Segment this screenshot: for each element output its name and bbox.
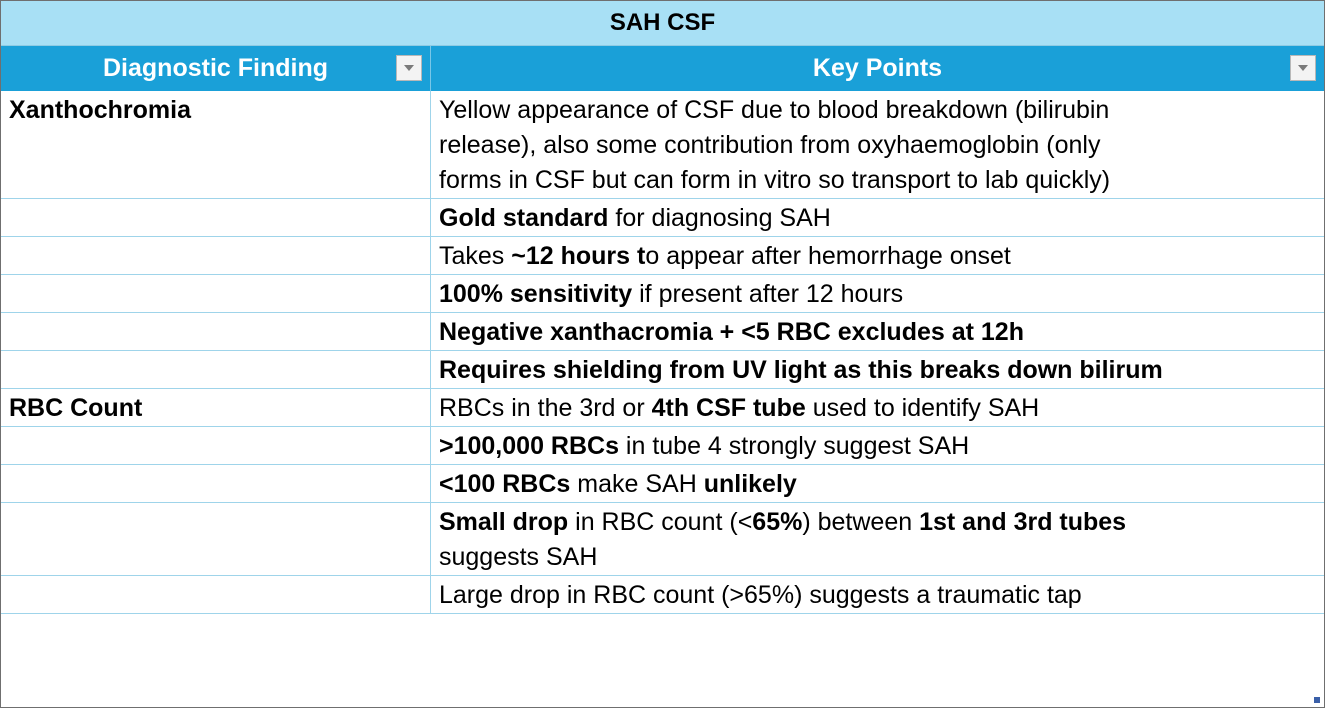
cell-diagnostic-finding[interactable]	[1, 237, 431, 274]
header-diagnostic-finding[interactable]: Diagnostic Finding	[1, 46, 431, 91]
text: in RBC count (<	[568, 508, 753, 536]
cell-diagnostic-finding[interactable]: RBC Count	[1, 389, 431, 426]
cell-diagnostic-finding[interactable]	[1, 503, 431, 575]
chevron-down-icon	[404, 65, 414, 71]
text: make SAH	[570, 470, 704, 498]
header-row: Diagnostic Finding Key Points	[1, 46, 1324, 91]
table-row: 100% sensitivity if present after 12 hou…	[1, 275, 1324, 313]
table-title[interactable]: SAH CSF	[1, 1, 1324, 46]
cell-diagnostic-finding[interactable]	[1, 313, 431, 350]
cell-key-points[interactable]: Takes ~12 hours to appear after hemorrha…	[431, 237, 1324, 274]
bold-text: unlikely	[703, 470, 797, 498]
text: if present after 12 hours	[632, 280, 904, 308]
cell-diagnostic-finding[interactable]	[1, 465, 431, 502]
table-row: Requires shielding from UV light as this…	[1, 351, 1324, 389]
cell-key-points[interactable]: Yellow appearance of CSF due to blood br…	[431, 91, 1324, 198]
cell-key-points[interactable]: Negative xanthacromia + <5 RBC excludes …	[431, 313, 1324, 350]
table-row: Large drop in RBC count (>65%) suggests …	[1, 576, 1324, 614]
bold-text: >100,000 RBCs	[439, 432, 619, 460]
cell-key-points[interactable]: RBCs in the 3rd or 4th CSF tube used to …	[431, 389, 1324, 426]
cell-diagnostic-finding[interactable]	[1, 199, 431, 236]
cell-text-line: Requires shielding from UV light as this…	[439, 353, 1316, 388]
bold-text: 1st and 3rd tubes	[919, 508, 1127, 536]
text: for diagnosing SAH	[608, 204, 831, 232]
cell-text-line: release), also some contribution from ox…	[439, 128, 1316, 163]
text: RBCs in the 3rd or	[439, 394, 652, 422]
cell-text-line: <100 RBCs make SAH unlikely	[439, 467, 1316, 502]
cell-key-points[interactable]: Small drop in RBC count (<65%) between 1…	[431, 503, 1324, 575]
text: Takes	[439, 242, 512, 270]
table-row: <100 RBCs make SAH unlikely	[1, 465, 1324, 503]
text: used to identify SAH	[805, 394, 1040, 422]
cell-text-line: Gold standard for diagnosing SAH	[439, 201, 1316, 236]
cell-text-line: forms in CSF but can form in vitro so tr…	[439, 163, 1316, 198]
table-row: RBC Count RBCs in the 3rd or 4th CSF tube…	[1, 389, 1324, 427]
bold-text: <100 RBCs	[439, 470, 571, 498]
bold-text: Negative xanthacromia + <5 RBC excludes …	[439, 318, 1024, 346]
table-resize-handle[interactable]	[1314, 697, 1320, 703]
cell-diagnostic-finding[interactable]: Xanthochromia	[1, 91, 431, 198]
table-row: Xanthochromia Yellow appearance of CSF du…	[1, 91, 1324, 199]
table-body: Xanthochromia Yellow appearance of CSF du…	[1, 91, 1324, 614]
cell-key-points[interactable]: >100,000 RBCs in tube 4 strongly suggest…	[431, 427, 1324, 464]
cell-key-points[interactable]: 100% sensitivity if present after 12 hou…	[431, 275, 1324, 312]
table-row: Negative xanthacromia + <5 RBC excludes …	[1, 313, 1324, 351]
bold-text: Small drop	[439, 508, 569, 536]
cell-key-points[interactable]: Gold standard for diagnosing SAH	[431, 199, 1324, 236]
cell-diagnostic-finding[interactable]	[1, 275, 431, 312]
bold-text: Gold standard	[439, 204, 609, 232]
bold-text: Requires shielding from UV light as this…	[439, 356, 1163, 384]
text: release), also some contribution from ox…	[439, 131, 1101, 159]
text: Yellow appearance of CSF due to blood br…	[439, 96, 1110, 124]
text: ) between	[802, 508, 920, 536]
text: o appear after hemorrhage onset	[645, 242, 1011, 270]
table-row: >100,000 RBCs in tube 4 strongly suggest…	[1, 427, 1324, 465]
cell-diagnostic-finding[interactable]	[1, 351, 431, 388]
bold-text: 4th CSF tube	[651, 394, 806, 422]
cell-text-line: Negative xanthacromia + <5 RBC excludes …	[439, 315, 1316, 350]
cell-text-line: 100% sensitivity if present after 12 hou…	[439, 277, 1316, 312]
header-label: Diagnostic Finding	[103, 54, 328, 82]
bold-text: 100% sensitivity	[439, 280, 633, 308]
header-label: Key Points	[812, 54, 943, 82]
cell-text-line: Takes ~12 hours to appear after hemorrha…	[439, 239, 1316, 274]
cell-key-points[interactable]: Large drop in RBC count (>65%) suggests …	[431, 576, 1324, 613]
cell-diagnostic-finding[interactable]	[1, 427, 431, 464]
bold-text: 65%	[752, 508, 803, 536]
text: suggests SAH	[439, 543, 598, 571]
cell-key-points[interactable]: Requires shielding from UV light as this…	[431, 351, 1324, 388]
cell-text-line: >100,000 RBCs in tube 4 strongly suggest…	[439, 429, 1316, 464]
cell-diagnostic-finding[interactable]	[1, 576, 431, 613]
filter-dropdown-button[interactable]	[396, 55, 422, 81]
cell-text-line: RBCs in the 3rd or 4th CSF tube used to …	[439, 391, 1316, 426]
table-row: Gold standard for diagnosing SAH	[1, 199, 1324, 237]
bold-text: ~12 hours t	[511, 242, 646, 270]
cell-text-line: Small drop in RBC count (<65%) between 1…	[439, 505, 1316, 540]
filter-dropdown-button[interactable]	[1290, 55, 1316, 81]
cell-text-line: Large drop in RBC count (>65%) suggests …	[439, 578, 1316, 613]
cell-key-points[interactable]: <100 RBCs make SAH unlikely	[431, 465, 1324, 502]
text: forms in CSF but can form in vitro so tr…	[439, 166, 1111, 194]
header-key-points[interactable]: Key Points	[431, 46, 1324, 91]
table-row: Small drop in RBC count (<65%) between 1…	[1, 503, 1324, 576]
text: Large drop in RBC count (>65%) suggests …	[439, 581, 1082, 609]
table-row: Takes ~12 hours to appear after hemorrha…	[1, 237, 1324, 275]
cell-text-line: Yellow appearance of CSF due to blood br…	[439, 93, 1316, 128]
cell-text-line: suggests SAH	[439, 540, 1316, 575]
chevron-down-icon	[1298, 65, 1308, 71]
text: in tube 4 strongly suggest SAH	[618, 432, 970, 460]
